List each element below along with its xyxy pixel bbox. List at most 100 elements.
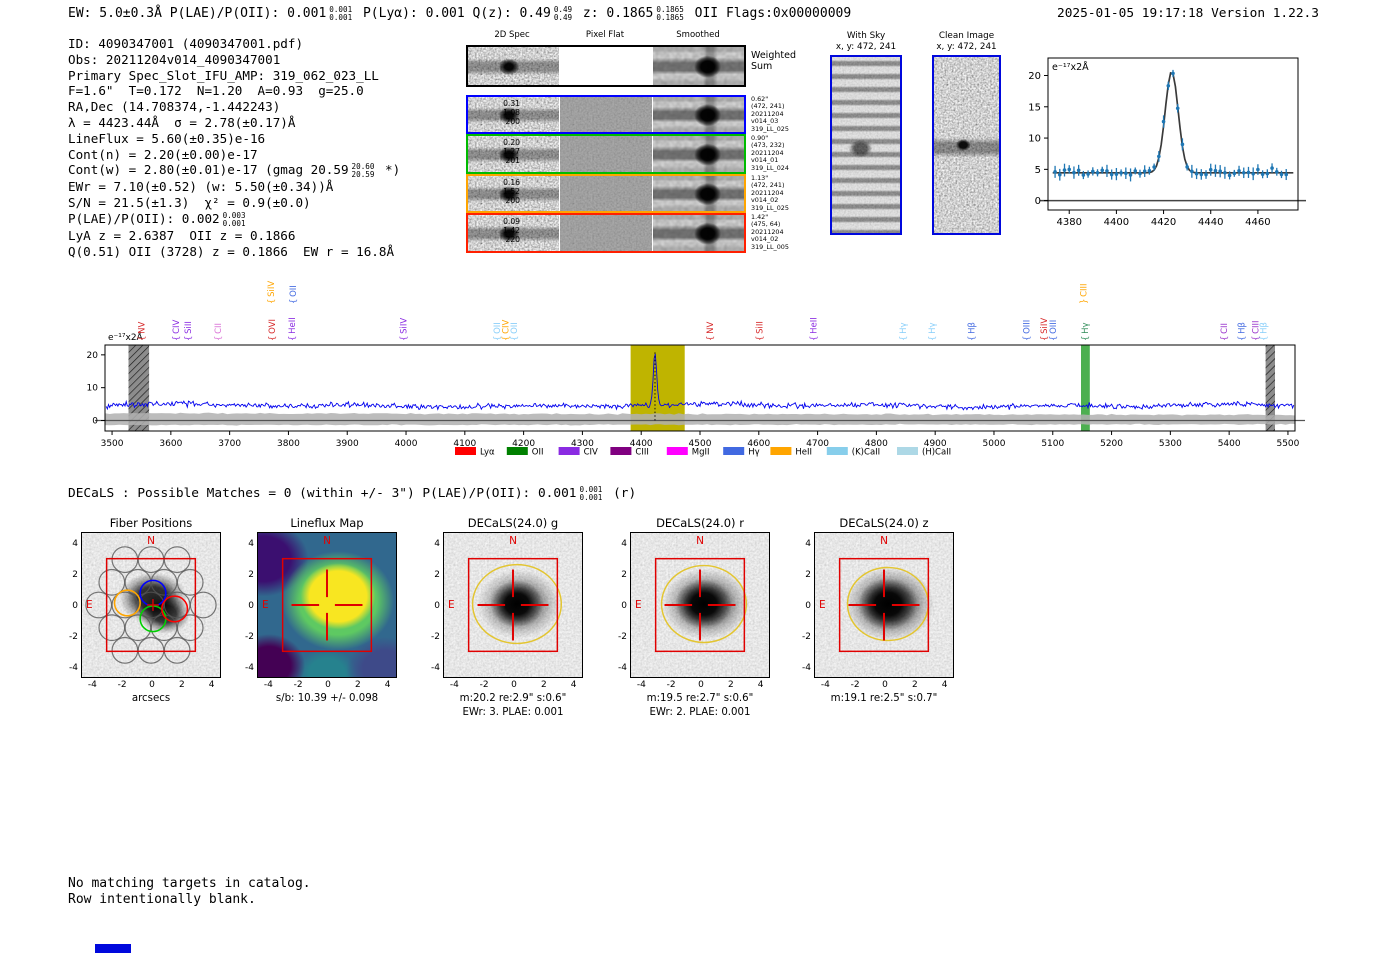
text-segment: F=1.6" T=0.172 N=1.20 A=0.93 g=25.0 xyxy=(68,83,364,99)
text-segment: OII Flags:0x00000009 xyxy=(686,6,852,21)
y-tick-label: 2 xyxy=(621,569,627,580)
text-segment: P(LAE)/P(OII): 0.002 xyxy=(68,210,220,226)
svg-text:20: 20 xyxy=(87,351,99,361)
text-segment: LineFlux = 5.60(±0.35)e-16 xyxy=(68,130,266,146)
panel-title: Lineflux Map xyxy=(290,516,364,530)
svg-text:4300: 4300 xyxy=(571,439,594,449)
decals-r-image xyxy=(631,533,769,677)
text-segment: z: 0.1865 xyxy=(575,6,654,21)
spec2d-cell-spec xyxy=(468,97,560,132)
spec2d-panel: 2D Spec Pixel Flat Smoothed Weighted Sum… xyxy=(466,30,806,260)
compass-east-label: E xyxy=(86,599,93,611)
svg-text:Hγ: Hγ xyxy=(748,448,759,458)
svg-text:{ OIII: { OIII xyxy=(1022,320,1032,341)
lineflux-map-panel: Lineflux Map N E 4 2 0 -2 -4 -4 -2 0 2 4 s/b: 10.3… xyxy=(245,516,397,704)
svg-text:{ CII: { CII xyxy=(214,323,224,341)
svg-text:4900: 4900 xyxy=(924,439,947,449)
svg-text:5300: 5300 xyxy=(1159,439,1182,449)
compass-north-label: N xyxy=(323,535,331,547)
x-tick-label: 4 xyxy=(384,680,391,690)
with-sky-image xyxy=(830,55,902,235)
svg-text:{ NV: { NV xyxy=(706,322,716,341)
line-fit-chart: 4380 4400 4420 4440 4460 0 5 10 15 20 e⁻¹⁷x2Å xyxy=(1028,57,1306,228)
x-tick-label: -4 xyxy=(263,680,273,690)
y-tick-label: 0 xyxy=(621,601,627,611)
decals-z-panel: DECaLS(24.0) z N E 4 2 0 -2 -4 -4 -2 0 2 4 m:19.1 … xyxy=(802,516,954,704)
y-tick-label: -2 xyxy=(245,632,254,643)
x-tick-label: -2 xyxy=(666,680,676,690)
x-tick-label: 0 xyxy=(325,680,331,690)
svg-text:10: 10 xyxy=(1028,134,1041,145)
summary-line: λ = 4423.44Å σ = 2.78(±0.17)Å xyxy=(68,115,400,131)
svg-text:5: 5 xyxy=(1035,165,1041,176)
bottom-blue-marker xyxy=(95,944,131,953)
text-segment: LyA z = 2.6387 OII z = 0.1866 xyxy=(68,227,296,243)
spec2d-row-right-labels: 1.13" (472, 241) 20211204 v014_02 319_LL_025 xyxy=(751,174,789,212)
x-tick-label: 0 xyxy=(882,680,888,690)
footer-notes: No matching targets in catalog. Row inte… xyxy=(68,876,311,907)
x-tick-label: 0 xyxy=(511,680,517,690)
svg-text:{ SiIV: { SiIV xyxy=(267,281,277,304)
summary-line: RA,Dec (14.708374,-1.442243) xyxy=(68,99,400,115)
svg-text:5400: 5400 xyxy=(1218,439,1241,449)
y-tick-label: 4 xyxy=(621,538,627,549)
summary-line: LyA z = 2.6387 OII z = 0.1866 xyxy=(68,228,400,244)
text-segment: Cont(n) = 2.20(±0.00)e-17 xyxy=(68,146,258,162)
lineflux-map-image xyxy=(258,533,396,677)
svg-text:{ CIV: { CIV xyxy=(501,319,511,341)
text-segment: Q(0.51) OII (3728) z = 0.1866 EW r = 16.… xyxy=(68,243,395,259)
fiber-positions-image xyxy=(82,533,220,677)
x-tick-label: 2 xyxy=(540,680,547,690)
panel-title: DECaLS(24.0) z xyxy=(839,516,929,530)
svg-text:{ SiIV: { SiIV xyxy=(400,318,410,341)
summary-line: Q(0.51) OII (3728) z = 0.1866 EW r = 16.… xyxy=(68,244,400,260)
y-tick-label: -2 xyxy=(431,632,440,643)
compass-north-label: N xyxy=(509,535,517,547)
x-tick-label: 0 xyxy=(149,680,155,690)
svg-text:4800: 4800 xyxy=(865,439,888,449)
svg-text:0: 0 xyxy=(1035,196,1041,207)
svg-text:{ SiII: { SiII xyxy=(755,321,765,341)
svg-text:4600: 4600 xyxy=(747,439,770,449)
text-segment: S/N = 21.5(±1.3) χ² = 0.9(±0.0) xyxy=(68,195,311,211)
lineflux-overlay xyxy=(281,557,373,653)
panel-caption: EWr: 3. PLAE: 0.001 xyxy=(462,706,564,718)
svg-text:4100: 4100 xyxy=(453,439,476,449)
svg-text:{ Hγ: { Hγ xyxy=(1081,322,1091,341)
x-tick-label: 0 xyxy=(698,680,704,690)
stacked-fraction: 0.1865 0.1865 xyxy=(656,5,684,22)
x-tick-label: 4 xyxy=(941,680,948,690)
svg-text:{ NV: { NV xyxy=(137,322,147,341)
compass-east-label: E xyxy=(262,599,269,611)
spec2d-row xyxy=(466,213,746,253)
decals-g-image xyxy=(444,533,582,677)
spec2d-cell-smooth xyxy=(652,97,744,132)
spec2d-weighted-row xyxy=(466,45,746,87)
stacked-fraction: 0.003 0.001 xyxy=(222,210,246,228)
svg-text:4000: 4000 xyxy=(395,439,418,449)
y-tick-label: 4 xyxy=(434,538,440,549)
stacked-fraction: 0.001 0.001 xyxy=(579,485,603,502)
spec2d-cell-flat xyxy=(560,176,652,211)
x-tick-label: -2 xyxy=(293,680,303,690)
svg-text:} CIII: } CIII xyxy=(1079,283,1089,304)
text-segment: Primary Spec_Slot_IFU_AMP: 319_062_023_L… xyxy=(68,67,379,83)
text-segment: ID: 4090347001 (4090347001.pdf) xyxy=(68,36,304,51)
svg-text:{ OII: { OII xyxy=(510,322,520,341)
y-tick-label: 0 xyxy=(72,601,78,611)
y-tick-label: 2 xyxy=(434,569,440,580)
summary-line: LineFlux = 5.60(±0.35)e-16 xyxy=(68,131,400,147)
decals-z-image xyxy=(815,533,953,677)
svg-text:{ HeII: { HeII xyxy=(288,317,298,341)
fiber-positions-panel: Fiber Positions N E 4 2 0 -2 -4 -4 -2 0 2 4 arcsec… xyxy=(69,516,221,704)
spec2d-row-left-labels: 0.09 1.42 220 xyxy=(503,217,520,244)
spec2d-col-header: Pixel Flat xyxy=(585,30,625,40)
compass-north-label: N xyxy=(696,535,704,547)
svg-text:{ OVI: { OVI xyxy=(268,319,278,341)
summary-line: Primary Spec_Slot_IFU_AMP: 319_062_023_L… xyxy=(68,68,400,84)
svg-text:4700: 4700 xyxy=(806,439,829,449)
svg-text:(H)CaII: (H)CaII xyxy=(922,448,951,458)
y-tick-label: -4 xyxy=(245,663,254,674)
svg-text:e⁻¹⁷x2Å: e⁻¹⁷x2Å xyxy=(1052,61,1089,73)
spec2d-row xyxy=(466,174,746,213)
